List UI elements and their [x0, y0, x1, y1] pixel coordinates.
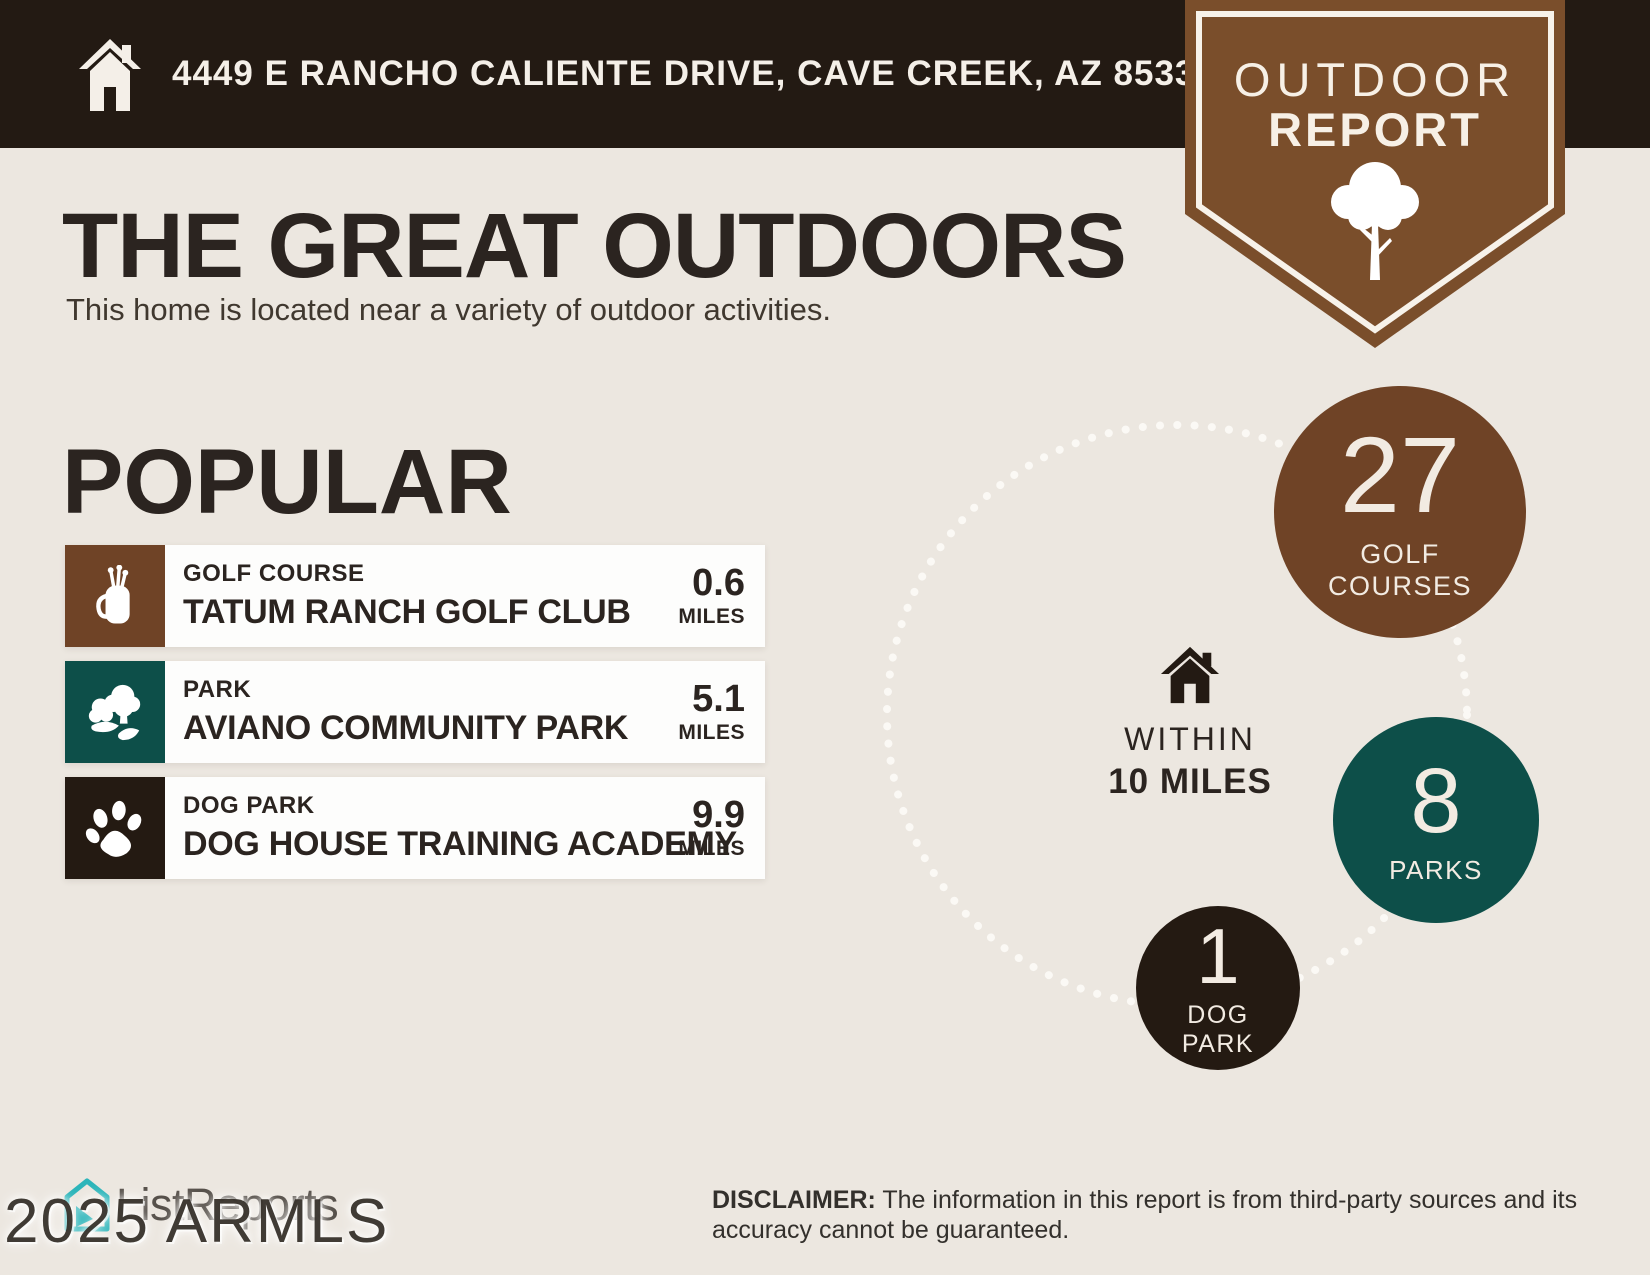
popular-list: GOLF COURSE TATUM RANCH GOLF CLUB 0.6 MI… [65, 545, 765, 893]
category-label: PARK [183, 676, 252, 703]
place-name: DOG HOUSE TRAINING ACADEMY [183, 825, 737, 863]
home-icon [79, 39, 141, 111]
list-item-text: DOG PARK DOG HOUSE TRAINING ACADEMY [165, 777, 737, 879]
within-label: WITHIN [1124, 721, 1256, 757]
distance-unit: MILES [678, 604, 745, 628]
radius-center: WITHIN 10 MILES [1090, 645, 1290, 802]
list-item-text: PARK AVIANO COMMUNITY PARK [165, 661, 678, 763]
distance-block: 9.9 MILES [678, 777, 765, 879]
stat-value: 1 [1196, 912, 1240, 1001]
listreports-house-icon [64, 1178, 110, 1232]
property-address: 4449 E RANCHO CALIENTE DRIVE, CAVE CREEK… [172, 54, 1216, 93]
stat-label: DOG PARK [1182, 1001, 1254, 1059]
stat-value: 27 [1339, 414, 1461, 536]
house-icon [1160, 646, 1220, 704]
distance-value: 5.1 [692, 677, 745, 720]
golf-tile [65, 545, 165, 647]
miles-label: 10 MILES [1108, 762, 1272, 801]
distance-unit: MILES [678, 836, 745, 860]
paw-icon [85, 800, 142, 857]
distance-unit: MILES [678, 720, 745, 744]
popular-heading: POPULAR [62, 431, 512, 533]
park-icon [88, 684, 141, 741]
badge-inner-border [1196, 11, 1554, 334]
list-item-golf-course: GOLF COURSE TATUM RANCH GOLF CLUB 0.6 MI… [65, 545, 765, 647]
badge-line1: OUTDOOR [1234, 53, 1516, 106]
stat-label-line2: COURSES [1327, 571, 1473, 601]
page-title: THE GREAT OUTDOORS [62, 195, 1127, 297]
place-name: AVIANO COMMUNITY PARK [183, 709, 629, 747]
disclaimer-body: The information in this report is from t… [712, 1186, 1578, 1244]
page-subtitle: This home is located near a variety of o… [66, 292, 832, 327]
stat-parks: 8 PARKS [1333, 717, 1539, 923]
distance-block: 0.6 MILES [678, 545, 765, 647]
listreports-logo: ListReports [64, 1178, 339, 1232]
stat-value: 8 [1410, 749, 1462, 852]
distance-block: 5.1 MILES [678, 661, 765, 763]
disclaimer-label: DISCLAIMER: [712, 1186, 876, 1214]
list-item-dog-park: DOG PARK DOG HOUSE TRAINING ACADEMY 9.9 … [65, 777, 765, 879]
list-item-text: GOLF COURSE TATUM RANCH GOLF CLUB [165, 545, 678, 647]
stat-label-line1: GOLF [1360, 539, 1440, 570]
radius-dotted-circle [883, 421, 1471, 1009]
stat-golf-courses: 27 GOLF COURSES [1274, 386, 1526, 638]
stat-label: GOLF COURSES [1328, 539, 1472, 603]
category-label: DOG PARK [183, 792, 315, 819]
category-label: GOLF COURSE [183, 560, 365, 587]
badge-line2: REPORT [1268, 103, 1482, 156]
dog-park-tile [65, 777, 165, 879]
golf-bag-icon [96, 565, 130, 624]
disclaimer-text: DISCLAIMER: The information in this repo… [712, 1186, 1612, 1245]
listreports-logo-text: ListReports [116, 1179, 339, 1230]
place-name: TATUM RANCH GOLF CLUB [183, 593, 631, 631]
tree-icon [1331, 162, 1419, 280]
list-item-park: PARK AVIANO COMMUNITY PARK 5.1 MILES [65, 661, 765, 763]
stat-label-line1: DOG [1187, 1001, 1249, 1030]
armls-watermark: 2025 ARMLS [4, 1187, 390, 1256]
park-tile [65, 661, 165, 763]
outdoor-report-badge: OUTDOOR REPORT [1185, 0, 1565, 348]
distance-value: 0.6 [692, 561, 745, 604]
stat-label-line2: PARK [1181, 1030, 1255, 1058]
stat-dog-park: 1 DOG PARK [1136, 906, 1300, 1070]
distance-value: 9.9 [692, 793, 745, 836]
stat-label: PARKS [1389, 854, 1483, 885]
